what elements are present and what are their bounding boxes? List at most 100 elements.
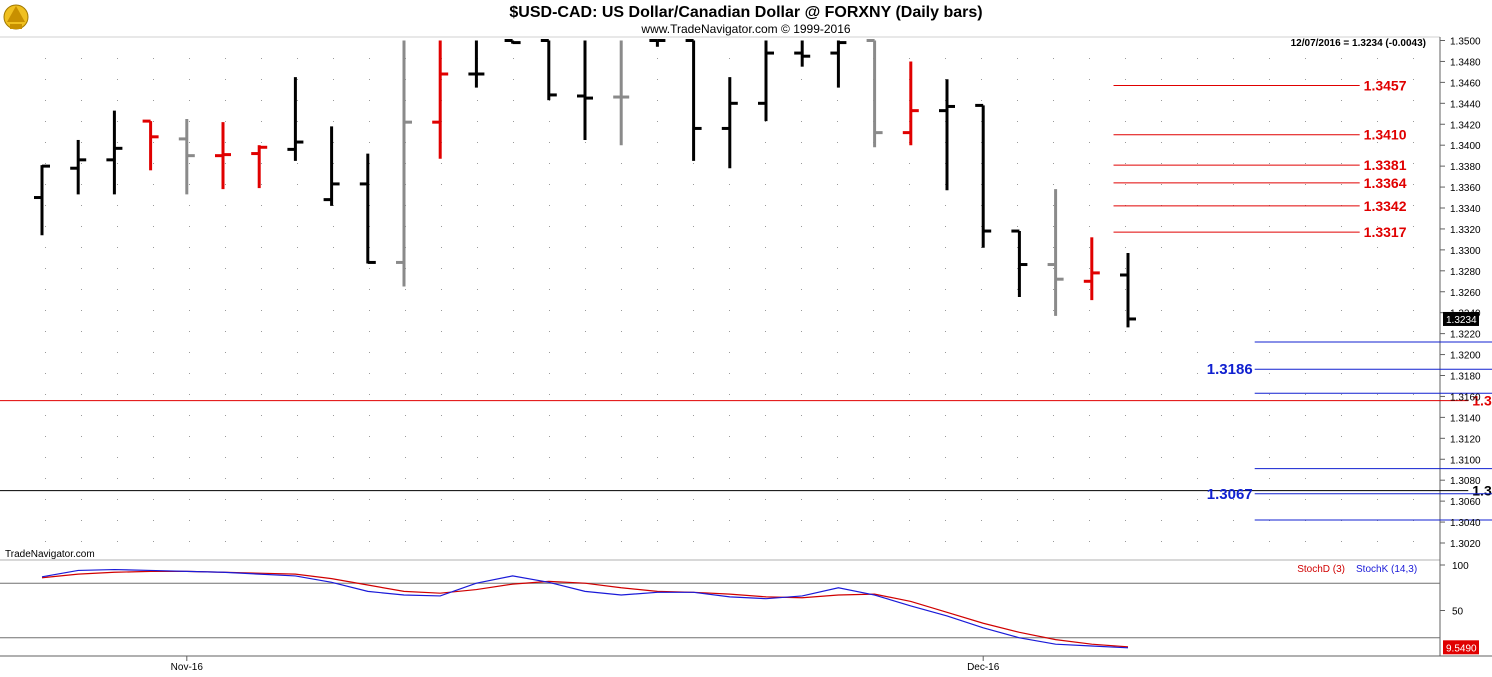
grid-dot (945, 394, 946, 395)
grid-dot (333, 457, 334, 458)
grid-dot (657, 478, 658, 479)
grid-dot (1053, 163, 1054, 164)
grid-dot (225, 79, 226, 80)
grid-dot (693, 520, 694, 521)
grid-dot (657, 163, 658, 164)
grid-dot (189, 436, 190, 437)
grid-dot (585, 247, 586, 248)
grid-dot (585, 520, 586, 521)
grid-dot (1305, 226, 1306, 227)
grid-dot (1053, 331, 1054, 332)
grid-dot (1305, 520, 1306, 521)
grid-dot (981, 352, 982, 353)
grid-dot (153, 520, 154, 521)
grid-dot (333, 289, 334, 290)
grid-dot (1125, 331, 1126, 332)
grid-dot (261, 499, 262, 500)
grid-dot (1053, 352, 1054, 353)
grid-dot (261, 394, 262, 395)
grid-dot (1089, 457, 1090, 458)
grid-dot (297, 394, 298, 395)
level-label: 1.3067 (1207, 486, 1253, 503)
grid-dot (477, 520, 478, 521)
grid-dot (657, 373, 658, 374)
grid-dot (1197, 352, 1198, 353)
grid-dot (1233, 310, 1234, 311)
grid-dot (1233, 331, 1234, 332)
grid-dot (45, 289, 46, 290)
grid-dot (873, 541, 874, 542)
grid-dot (297, 541, 298, 542)
grid-dot (1413, 184, 1414, 185)
grid-dot (1413, 205, 1414, 206)
grid-dot (873, 352, 874, 353)
level-label: 1.3342 (1364, 198, 1407, 214)
grid-dot (837, 331, 838, 332)
stoch-last-box (1443, 640, 1479, 655)
grid-dot (1089, 289, 1090, 290)
grid-dot (441, 436, 442, 437)
grid-dot (549, 478, 550, 479)
grid-dot (945, 226, 946, 227)
grid-dot (1305, 373, 1306, 374)
grid-dot (657, 247, 658, 248)
grid-dot (117, 310, 118, 311)
grid-dot (45, 163, 46, 164)
grid-dot (1377, 352, 1378, 353)
grid-dot (837, 163, 838, 164)
grid-dot (117, 499, 118, 500)
grid-dot (297, 520, 298, 521)
grid-dot (441, 268, 442, 269)
grid-dot (693, 373, 694, 374)
grid-dot (1341, 457, 1342, 458)
grid-dot (513, 289, 514, 290)
grid-dot (729, 394, 730, 395)
grid-dot (1017, 499, 1018, 500)
grid-dot (153, 331, 154, 332)
grid-dot (81, 520, 82, 521)
grid-dot (801, 499, 802, 500)
grid-dot (765, 142, 766, 143)
grid-dot (1197, 478, 1198, 479)
grid-dot (1197, 121, 1198, 122)
grid-dot (333, 163, 334, 164)
grid-dot (1017, 247, 1018, 248)
grid-dot (477, 289, 478, 290)
grid-dot (153, 163, 154, 164)
grid-dot (1053, 142, 1054, 143)
grid-dot (1341, 184, 1342, 185)
grid-dot (1017, 184, 1018, 185)
grid-dot (333, 331, 334, 332)
grid-dot (1233, 58, 1234, 59)
grid-dot (45, 541, 46, 542)
grid-dot (117, 268, 118, 269)
grid-dot (1197, 331, 1198, 332)
grid-dot (477, 268, 478, 269)
grid-dot (837, 247, 838, 248)
quote-readout: 12/07/2016 = 1.3234 (-0.0043) (1291, 38, 1426, 49)
grid-dot (549, 394, 550, 395)
grid-dot (693, 163, 694, 164)
grid-dot (225, 163, 226, 164)
grid-dot (297, 247, 298, 248)
grid-dot (297, 373, 298, 374)
grid-dot (369, 436, 370, 437)
grid-dot (81, 163, 82, 164)
grid-dot (261, 457, 262, 458)
grid-dot (225, 436, 226, 437)
grid-dot (1377, 58, 1378, 59)
grid-dot (1305, 394, 1306, 395)
grid-dot (585, 541, 586, 542)
grid-dot (1125, 184, 1126, 185)
y-tick-label: 1.3340 (1450, 204, 1481, 215)
grid-dot (1125, 457, 1126, 458)
grid-dot (153, 79, 154, 80)
price-bar (106, 110, 123, 195)
grid-dot (1161, 100, 1162, 101)
grid-dot (1197, 184, 1198, 185)
grid-dot (837, 478, 838, 479)
grid-dot (549, 184, 550, 185)
grid-dot (1017, 58, 1018, 59)
grid-dot (261, 184, 262, 185)
